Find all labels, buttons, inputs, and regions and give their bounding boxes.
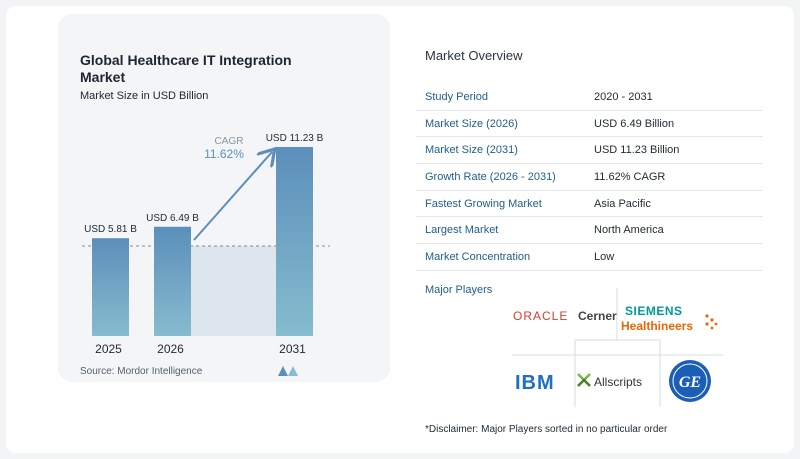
row-label: Market Size (2031) [425, 144, 518, 157]
chart-subtitle: Market Size in USD Billion [80, 90, 209, 102]
x-tick-label: 2031 [279, 342, 306, 356]
row-label: Market Concentration [425, 250, 531, 263]
mordor-logo-icon [278, 366, 298, 376]
ibm-logo: IBM [515, 372, 555, 394]
row-value: 11.62% CAGR [594, 170, 666, 183]
oracle-logo: ORACLE [513, 309, 568, 323]
bar-2025 [92, 238, 129, 336]
bar-2031 [276, 146, 313, 336]
row-value: Asia Pacific [594, 197, 651, 210]
overview-table: Study Period 2020 - 2031 Market Size (20… [416, 84, 763, 271]
cerner-logo: Cerner [578, 309, 617, 323]
ge-logo: GE [679, 374, 701, 391]
cagr-arrow [193, 152, 272, 241]
overview-row: Largest Market North America [416, 217, 763, 245]
row-value: USD 11.23 Billion [594, 144, 680, 157]
row-label: Largest Market [425, 224, 499, 237]
siemens-logo: SIEMENS [625, 304, 683, 318]
overview-row: Study Period 2020 - 2031 [416, 84, 763, 111]
row-value: Low [594, 250, 615, 263]
x-tick-label: 2025 [95, 342, 122, 356]
row-value: North America [594, 224, 664, 237]
chart-title: Global Healthcare IT Integration Market [80, 52, 292, 85]
overview-row: Market Concentration Low [416, 244, 763, 271]
x-tick-label: 2026 [157, 342, 184, 356]
ge-logo-ring [672, 363, 708, 399]
bar-value-label: USD 6.49 B [146, 213, 199, 224]
row-label: Fastest Growing Market [425, 197, 542, 210]
overview-row: Market Size (2031) USD 11.23 Billion [416, 137, 763, 165]
bar-chart: USD 5.81 B USD 6.49 B USD 11.23 B 2025 2026… [82, 133, 330, 356]
overview-title: Market Overview [425, 48, 523, 63]
row-label: Growth Rate (2026 - 2031) [425, 170, 556, 183]
cagr-label: CAGR [215, 136, 244, 147]
overview-row: Fastest Growing Market Asia Pacific [416, 191, 763, 218]
growth-band [190, 246, 276, 336]
healthineers-logo: Healthineers [621, 319, 693, 333]
row-label: Study Period [425, 90, 488, 103]
ge-logo-circle [669, 360, 711, 402]
row-value: USD 6.49 Billion [594, 117, 675, 130]
cagr-value: 11.62% [204, 147, 244, 161]
bar-value-label: USD 5.81 B [84, 224, 137, 235]
row-value: 2020 - 2031 [594, 90, 653, 103]
row-label: Market Size (2026) [425, 117, 518, 130]
overview-row: Market Size (2026) USD 6.49 Billion [416, 111, 763, 138]
disclaimer: *Disclaimer: Major Players sorted in no … [425, 424, 668, 435]
overview-row: Growth Rate (2026 - 2031) 11.62% CAGR [416, 164, 763, 191]
allscripts-mark-icon [577, 373, 591, 387]
healthineers-dots-icon [705, 314, 718, 330]
bar-value-label: USD 11.23 B [266, 133, 324, 144]
major-players-title: Major Players [425, 284, 493, 296]
chart-source: Source: Mordor Intelligence [80, 366, 203, 377]
bar-2026 [154, 226, 191, 336]
allscripts-logo: Allscripts [594, 375, 642, 389]
